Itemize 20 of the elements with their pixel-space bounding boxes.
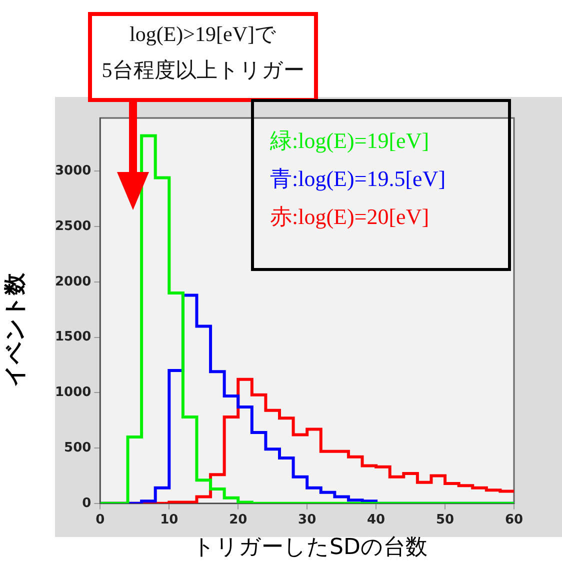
y-tick-label: 500 bbox=[64, 440, 92, 456]
y-tick-label: 0 bbox=[82, 496, 92, 511]
x-tick-label: 30 bbox=[298, 512, 316, 528]
x-tick-label: 50 bbox=[436, 512, 454, 528]
x-tick-label: 10 bbox=[160, 512, 178, 528]
y-tick-label: 2000 bbox=[54, 274, 92, 290]
y-tick-label: 1500 bbox=[54, 330, 92, 345]
x-tick-label: 0 bbox=[96, 512, 105, 528]
y-tick-label: 1000 bbox=[54, 385, 92, 400]
text: 緑:log(E)=19[eV] bbox=[270, 127, 430, 155]
y-axis-title: イベント数 bbox=[2, 272, 29, 389]
x-tick-label: 40 bbox=[367, 512, 386, 528]
text: 青:log(E)=19.5[eV] bbox=[270, 165, 447, 193]
text: log(E)>19[eV]で 5台程度以上トリガー bbox=[88, 12, 318, 102]
x-tick-label: 20 bbox=[229, 512, 248, 528]
text: 赤:log(E)=20[eV] bbox=[270, 203, 430, 231]
x-tick-label: 60 bbox=[504, 512, 524, 528]
x-axis-title: トリガーしたSDの台数 bbox=[192, 534, 428, 562]
y-tick-label: 3000 bbox=[54, 164, 92, 179]
y-tick-label: 2500 bbox=[54, 218, 92, 234]
